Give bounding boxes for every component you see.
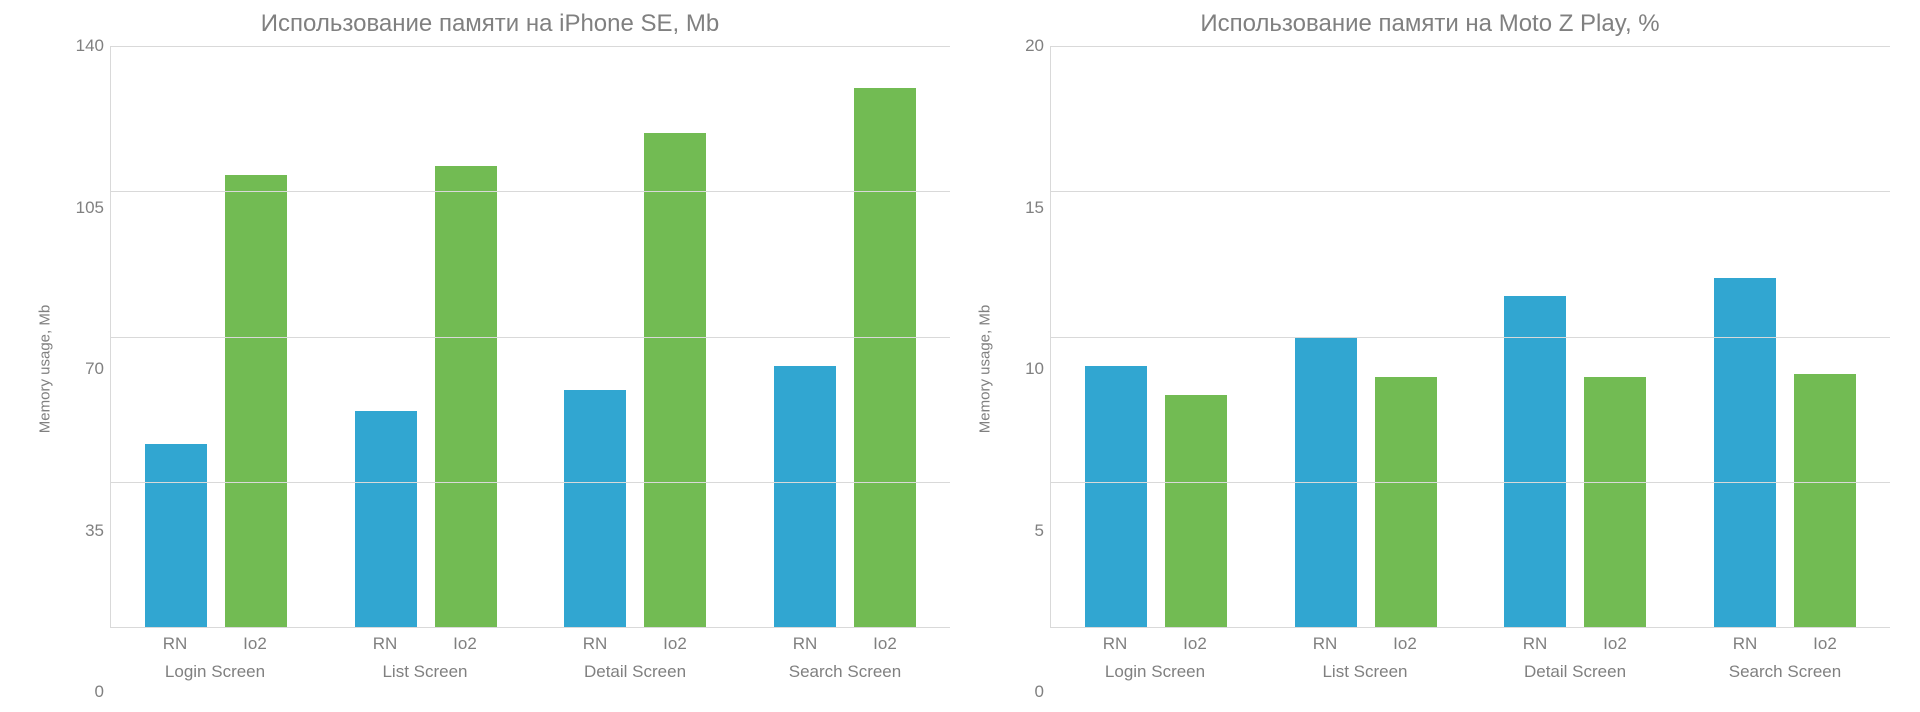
- y-axis-label: Memory usage, Mb: [37, 305, 54, 433]
- x-group-label: Search Screen: [1729, 654, 1841, 682]
- x-sub-label: Io2: [848, 628, 922, 654]
- x-sub-row: RNIo2: [740, 628, 950, 654]
- chart-body: Memory usage, Mb 05101520 RNIo2Login Scr…: [970, 46, 1890, 692]
- y-tick-label: 35: [85, 521, 104, 541]
- x-sub-label: RN: [558, 628, 632, 654]
- grid-line: [111, 337, 950, 338]
- plot-area-wrap: RNIo2Login ScreenRNIo2List ScreenRNIo2De…: [1050, 46, 1890, 692]
- plot-area-wrap: RNIo2Login ScreenRNIo2List ScreenRNIo2De…: [110, 46, 950, 692]
- y-tick-label: 105: [76, 198, 104, 218]
- bar-rn: [1085, 366, 1147, 627]
- x-group-search: RNIo2Search Screen: [1680, 628, 1890, 692]
- x-sub-label: Io2: [1368, 628, 1442, 654]
- x-sub-label: RN: [1288, 628, 1362, 654]
- x-sub-label: RN: [138, 628, 212, 654]
- x-sub-label: RN: [1078, 628, 1152, 654]
- y-axis-ticks: 03570105140: [60, 46, 110, 692]
- chart-title: Использование памяти на iPhone SE, Mb: [30, 10, 950, 38]
- grid-line: [111, 482, 950, 483]
- plot-area: [1050, 46, 1890, 628]
- bar-io2: [1794, 374, 1856, 627]
- x-sub-row: RNIo2: [320, 628, 530, 654]
- charts-row: Использование памяти на iPhone SE, Mb Me…: [0, 0, 1920, 712]
- grid-line: [111, 191, 950, 192]
- x-group-label: List Screen: [382, 654, 467, 682]
- x-sub-label: RN: [1498, 628, 1572, 654]
- bar-io2: [854, 88, 916, 628]
- y-axis-label-wrap: Memory usage, Mb: [970, 46, 1000, 692]
- x-sub-label: RN: [768, 628, 842, 654]
- bar-io2: [1584, 377, 1646, 627]
- x-group-detail: RNIo2Detail Screen: [1470, 628, 1680, 692]
- grid-line: [1051, 482, 1890, 483]
- grid-line: [1051, 46, 1890, 47]
- bar-rn: [355, 411, 417, 627]
- bar-io2: [435, 166, 497, 627]
- plot-area: [110, 46, 950, 628]
- x-sub-label: RN: [1708, 628, 1782, 654]
- x-axis: RNIo2Login ScreenRNIo2List ScreenRNIo2De…: [110, 628, 950, 692]
- x-group-list: RNIo2List Screen: [320, 628, 530, 692]
- x-sub-row: RNIo2: [530, 628, 740, 654]
- x-sub-row: RNIo2: [1260, 628, 1470, 654]
- x-axis: RNIo2Login ScreenRNIo2List ScreenRNIo2De…: [1050, 628, 1890, 692]
- x-sub-label: Io2: [1788, 628, 1862, 654]
- x-group-label: Detail Screen: [1524, 654, 1626, 682]
- x-sub-row: RNIo2: [110, 628, 320, 654]
- y-tick-label: 10: [1025, 359, 1044, 379]
- grid-line: [1051, 337, 1890, 338]
- bar-rn: [145, 444, 207, 627]
- bar-io2: [225, 175, 287, 627]
- x-sub-label: Io2: [638, 628, 712, 654]
- x-group-login: RNIo2Login Screen: [110, 628, 320, 692]
- x-sub-row: RNIo2: [1050, 628, 1260, 654]
- x-group-label: Login Screen: [165, 654, 265, 682]
- x-group-detail: RNIo2Detail Screen: [530, 628, 740, 692]
- bar-io2: [1375, 377, 1437, 627]
- y-tick-label: 20: [1025, 36, 1044, 56]
- x-sub-row: RNIo2: [1470, 628, 1680, 654]
- grid-line: [1051, 191, 1890, 192]
- x-group-label: Login Screen: [1105, 654, 1205, 682]
- y-tick-label: 0: [1035, 682, 1044, 702]
- bar-rn: [1714, 278, 1776, 627]
- chart-panel-motoz: Использование памяти на Moto Z Play, % M…: [960, 10, 1900, 692]
- x-group-login: RNIo2Login Screen: [1050, 628, 1260, 692]
- chart-title: Использование памяти на Moto Z Play, %: [970, 10, 1890, 38]
- x-group-search: RNIo2Search Screen: [740, 628, 950, 692]
- x-group-list: RNIo2List Screen: [1260, 628, 1470, 692]
- chart-body: Memory usage, Mb 03570105140 RNIo2Login …: [30, 46, 950, 692]
- y-tick-label: 15: [1025, 198, 1044, 218]
- x-group-label: List Screen: [1322, 654, 1407, 682]
- grid-line: [111, 46, 950, 47]
- bar-rn: [1504, 296, 1566, 627]
- bar-io2: [1165, 395, 1227, 627]
- bar-io2: [644, 133, 706, 627]
- y-axis-label-wrap: Memory usage, Mb: [30, 46, 60, 692]
- y-tick-label: 70: [85, 359, 104, 379]
- x-group-label: Detail Screen: [584, 654, 686, 682]
- x-sub-row: RNIo2: [1680, 628, 1890, 654]
- x-sub-label: Io2: [218, 628, 292, 654]
- x-group-label: Search Screen: [789, 654, 901, 682]
- y-axis-label: Memory usage, Mb: [977, 305, 994, 433]
- chart-panel-iphone: Использование памяти на iPhone SE, Mb Me…: [20, 10, 960, 692]
- x-sub-label: Io2: [1578, 628, 1652, 654]
- y-axis-ticks: 05101520: [1000, 46, 1050, 692]
- y-tick-label: 5: [1035, 521, 1044, 541]
- x-sub-label: Io2: [1158, 628, 1232, 654]
- x-sub-label: Io2: [428, 628, 502, 654]
- bar-rn: [564, 390, 626, 627]
- bar-rn: [774, 366, 836, 627]
- y-tick-label: 0: [95, 682, 104, 702]
- x-sub-label: RN: [348, 628, 422, 654]
- y-tick-label: 140: [76, 36, 104, 56]
